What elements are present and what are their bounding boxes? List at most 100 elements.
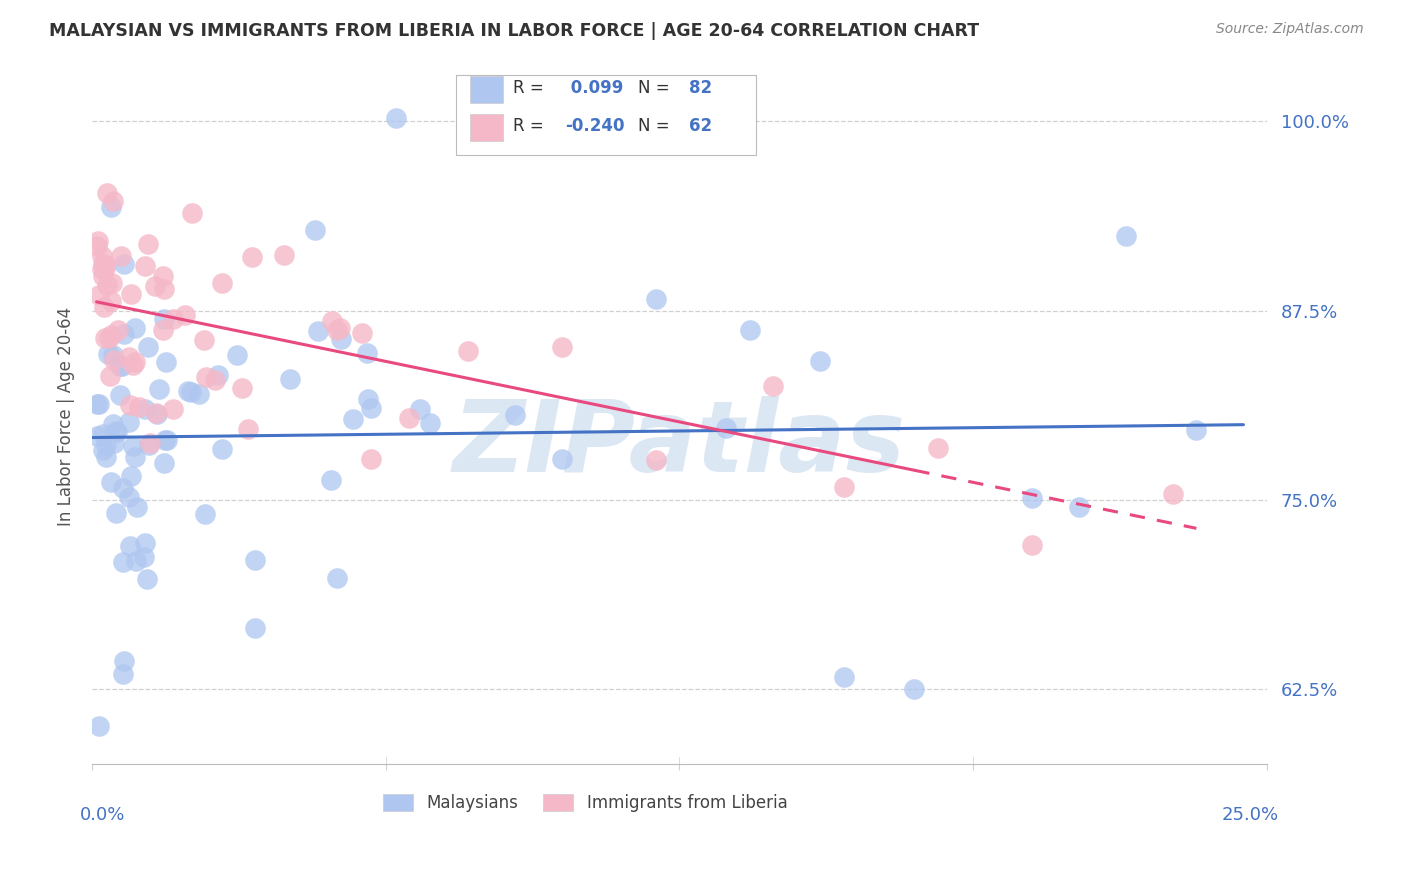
Point: [93, 300, 115, 314]
Point: [211, 442, 233, 456]
Point: [145, 279, 167, 293]
Point: [103, 436, 125, 450]
Point: [118, 490, 141, 504]
Point: [120, 469, 142, 483]
Point: [124, 450, 146, 465]
Y-axis label: In Labor Force | Age 20-64: In Labor Force | Age 20-64: [58, 307, 75, 526]
Point: [148, 382, 170, 396]
Point: [360, 401, 382, 415]
Point: [118, 415, 141, 429]
Point: [134, 259, 156, 273]
Point: [100, 328, 122, 343]
Point: [240, 250, 263, 264]
Point: [101, 276, 124, 290]
Point: [903, 681, 925, 696]
Point: [91, 257, 114, 271]
Point: [1067, 500, 1090, 514]
Point: [644, 293, 666, 307]
Point: [124, 355, 146, 369]
Point: [330, 332, 353, 346]
Point: [207, 368, 229, 382]
Point: [321, 314, 343, 328]
Point: [195, 370, 218, 384]
Point: [245, 553, 267, 567]
Point: [120, 539, 142, 553]
Point: [120, 398, 142, 412]
Point: [101, 194, 124, 208]
Point: [307, 324, 329, 338]
Point: [108, 388, 131, 402]
Point: [91, 268, 114, 283]
Point: [329, 321, 352, 335]
Point: [174, 309, 197, 323]
FancyBboxPatch shape: [456, 76, 756, 155]
Point: [162, 311, 184, 326]
Point: [112, 555, 135, 569]
Point: [146, 407, 169, 421]
Text: -0.240: -0.240: [565, 117, 624, 136]
Point: [360, 451, 382, 466]
Point: [225, 348, 247, 362]
Point: [357, 392, 380, 407]
Point: [96, 450, 118, 464]
Point: [738, 323, 761, 337]
Text: 82: 82: [689, 79, 711, 97]
Point: [110, 249, 132, 263]
Text: ZIPatlas: ZIPatlas: [453, 396, 905, 492]
Point: [93, 258, 115, 272]
Point: [162, 401, 184, 416]
Text: R =: R =: [513, 117, 543, 136]
Point: [104, 506, 127, 520]
Point: [1021, 538, 1043, 552]
Point: [112, 257, 135, 271]
Point: [1185, 424, 1208, 438]
Point: [112, 327, 135, 342]
Point: [342, 412, 364, 426]
Point: [762, 379, 785, 393]
Point: [503, 409, 526, 423]
Point: [105, 425, 128, 439]
Point: [100, 293, 122, 308]
Point: [86, 234, 108, 248]
FancyBboxPatch shape: [470, 76, 503, 103]
Point: [177, 384, 200, 398]
Point: [304, 223, 326, 237]
Point: [356, 345, 378, 359]
Point: [112, 655, 135, 669]
Point: [87, 397, 110, 411]
Point: [100, 200, 122, 214]
Point: [153, 282, 176, 296]
Point: [122, 439, 145, 453]
Point: [94, 260, 117, 275]
Point: [156, 433, 179, 447]
Point: [551, 451, 574, 466]
Point: [100, 475, 122, 489]
Text: 0.099: 0.099: [565, 79, 624, 97]
Point: [326, 323, 349, 337]
Point: [278, 372, 301, 386]
Text: 0.0%: 0.0%: [80, 806, 125, 824]
Point: [125, 554, 148, 568]
FancyBboxPatch shape: [470, 114, 503, 141]
Point: [153, 312, 176, 326]
Point: [187, 387, 209, 401]
Point: [551, 339, 574, 353]
Point: [457, 344, 479, 359]
Point: [181, 206, 204, 220]
Point: [87, 719, 110, 733]
Point: [107, 323, 129, 337]
Point: [97, 331, 120, 345]
Point: [103, 417, 125, 431]
Point: [180, 384, 202, 399]
Point: [120, 287, 142, 301]
Point: [1021, 491, 1043, 505]
Point: [111, 359, 134, 373]
Point: [243, 621, 266, 635]
Point: [90, 248, 112, 262]
Point: [138, 438, 160, 452]
Legend: Malaysians, Immigrants from Liberia: Malaysians, Immigrants from Liberia: [377, 787, 794, 819]
Point: [1115, 228, 1137, 243]
Point: [326, 572, 349, 586]
Point: [211, 276, 233, 290]
Point: [134, 402, 156, 417]
